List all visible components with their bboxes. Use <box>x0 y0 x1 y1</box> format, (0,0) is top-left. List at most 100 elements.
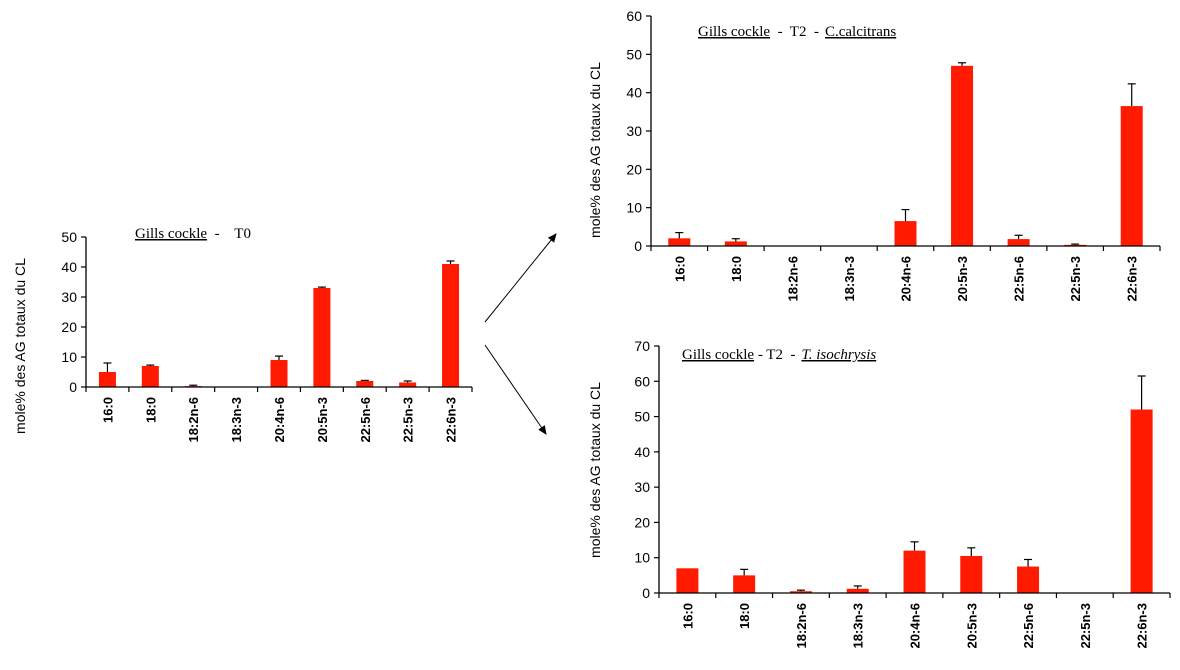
y-tick-label: 40 <box>61 259 77 275</box>
title-part: - T2 - <box>770 24 819 40</box>
arrow-to-calcitrans <box>484 233 557 323</box>
bars <box>676 409 1153 593</box>
title-part: Gills cockle <box>682 347 754 363</box>
x-tick-label: 22:5n-6 <box>1021 603 1036 649</box>
x-tick-label: 20:4n-6 <box>899 256 914 302</box>
bar <box>1007 239 1030 246</box>
bar <box>951 65 974 246</box>
x-tick-label: 18:2n-6 <box>785 256 800 302</box>
y-tick-label: 10 <box>634 550 650 566</box>
arrow-to-isochrysis <box>484 344 547 435</box>
y-tick-label: 20 <box>61 319 77 335</box>
x-tick-label: 18:0 <box>729 256 744 282</box>
bar <box>313 288 331 387</box>
bar <box>1017 566 1040 593</box>
x-tick-label: 22:5n-3 <box>1078 603 1093 649</box>
x-tick-label: 20:4n-6 <box>908 603 923 649</box>
y-tick-label: 20 <box>626 161 642 177</box>
error-bars <box>740 375 1146 592</box>
x-tick-label: 22:5n-3 <box>1068 256 1083 302</box>
bar <box>356 381 374 387</box>
y-tick-label: 50 <box>626 46 642 62</box>
chart-t2-isochrysis: mole% des AG totaux du CL Gills cockle -… <box>587 338 1171 649</box>
bar <box>733 575 756 593</box>
bar <box>668 238 691 246</box>
x-tick-label: 20:5n-3 <box>955 256 970 302</box>
bar <box>789 591 812 593</box>
title-part: Gills cockle <box>135 226 207 242</box>
title-part: C.calcitrans <box>825 24 896 40</box>
x-ticks: 16:0 18:0 18:2n-6 18:3n-3 20:4n-6 20:5n-3 22:5… <box>650 246 1161 302</box>
bar <box>141 366 159 387</box>
chart-t2-calcitrans: mole% des AG totaux du CL Gills cockle -… <box>587 8 1161 302</box>
bar <box>846 588 869 593</box>
chart-title: Gills cockle - T2 - T. isochrysis <box>682 347 876 363</box>
x-ticks: 16:0 18:0 18:2n-6 18:3n-3 20:4n-6 20:5n-3 22:5… <box>658 593 1171 649</box>
x-tick-label: 18:0 <box>143 397 158 423</box>
y-tick-label: 0 <box>634 238 642 254</box>
x-tick-label: 18:2n-6 <box>794 603 809 649</box>
y-ticks: 0 10 20 30 40 50 60 70 <box>634 338 659 601</box>
y-tick-label: 40 <box>626 85 642 101</box>
y-tick-label: 40 <box>634 444 650 460</box>
title-part: - T2 - <box>754 347 795 363</box>
bar <box>270 360 288 387</box>
bar <box>676 568 699 593</box>
y-tick-label: 0 <box>642 585 650 601</box>
y-tick-label: 50 <box>634 409 650 425</box>
bar <box>960 555 983 593</box>
x-tick-label: 20:5n-3 <box>964 603 979 649</box>
x-tick-label: 18:3n-3 <box>851 603 866 649</box>
y-axis-label: mole% des AG totaux du CL <box>587 62 603 238</box>
bar <box>1130 409 1153 593</box>
bar <box>442 264 460 387</box>
y-ticks: 0 10 20 30 40 50 60 <box>626 8 651 254</box>
x-tick-label: 18:0 <box>737 603 752 629</box>
x-tick-label: 16:0 <box>680 603 695 629</box>
chart-title: Gills cockle - T0 <box>135 226 251 242</box>
y-tick-label: 70 <box>634 338 650 354</box>
x-ticks: 16:0 18:0 18:2n-6 18:3n-3 20:4n-6 20:5n-3 22:5… <box>85 387 473 443</box>
x-tick-label: 22:5n-6 <box>358 397 373 443</box>
y-tick-label: 50 <box>61 229 77 245</box>
bars <box>98 264 460 387</box>
error-bars <box>103 260 455 387</box>
y-tick-label: 30 <box>626 123 642 139</box>
x-tick-label: 16:0 <box>100 397 115 423</box>
y-tick-label: 30 <box>634 479 650 495</box>
x-tick-label: 22:5n-3 <box>401 397 416 443</box>
y-axis-label: mole% des AG totaux du CL <box>12 258 28 434</box>
chart-t0: mole% des AG totaux du CL Gills cockle -… <box>12 226 473 443</box>
y-tick-label: 30 <box>61 289 77 305</box>
x-tick-label: 16:0 <box>672 256 687 282</box>
title-part: - T0 <box>207 226 251 242</box>
x-tick-label: 22:6n-3 <box>444 397 459 443</box>
x-tick-label: 20:4n-6 <box>272 397 287 443</box>
y-tick-label: 20 <box>634 514 650 530</box>
title-part: Gills cockle <box>698 24 770 40</box>
x-tick-label: 18:3n-3 <box>842 256 857 302</box>
chart-title: Gills cockle - T2 - C.calcitrans <box>698 24 896 40</box>
y-tick-label: 60 <box>634 373 650 389</box>
error-bars <box>675 62 1136 245</box>
bar <box>724 241 747 246</box>
bar <box>399 382 417 387</box>
bar <box>903 550 926 593</box>
x-tick-label: 18:2n-6 <box>186 397 201 443</box>
x-tick-label: 22:6n-3 <box>1125 256 1140 302</box>
x-tick-label: 22:6n-3 <box>1135 603 1150 649</box>
y-tick-label: 10 <box>61 349 77 365</box>
y-tick-label: 10 <box>626 200 642 216</box>
y-tick-label: 0 <box>69 379 77 395</box>
bar <box>1120 106 1143 246</box>
title-part: T. isochrysis <box>801 347 876 363</box>
bar <box>98 372 116 387</box>
y-tick-label: 60 <box>626 8 642 24</box>
bar <box>894 221 917 246</box>
x-tick-label: 18:3n-3 <box>229 397 244 443</box>
x-tick-label: 22:5n-6 <box>1012 256 1027 302</box>
y-axis-label: mole% des AG totaux du CL <box>587 382 603 558</box>
x-tick-label: 20:5n-3 <box>315 397 330 443</box>
y-ticks: 0 10 20 30 40 50 <box>61 229 86 395</box>
